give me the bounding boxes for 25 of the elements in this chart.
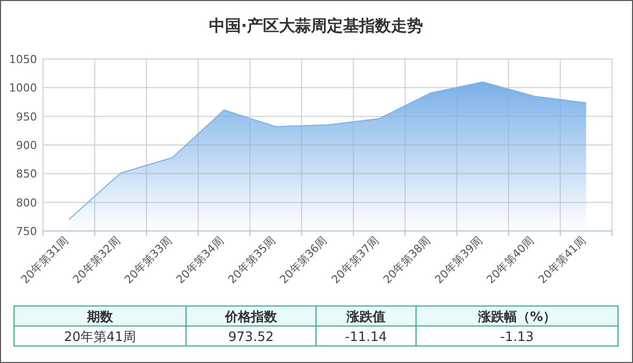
y-tick-label: 850: [16, 168, 37, 181]
y-tick-label: 1000: [9, 82, 37, 95]
y-tick-label: 950: [16, 110, 37, 124]
text: 价格指数: [224, 310, 278, 325]
x-tick-label: 20年第32周: [70, 234, 123, 286]
text: 973.52: [228, 330, 274, 345]
x-tick-label: 20年第34周: [174, 234, 226, 286]
text: -11.14: [345, 330, 387, 345]
x-tick-label: 20年第37周: [329, 234, 382, 286]
chart-title: 中国·产区大蒜周定基指数走势: [208, 16, 424, 35]
text: 涨跌值: [346, 310, 386, 325]
x-tick-label: 20年第41周: [536, 234, 588, 286]
x-tick-label: 20年第33周: [122, 234, 174, 286]
x-tick-label: 20年第39周: [432, 234, 485, 286]
text: 涨跌幅（%）: [476, 310, 556, 325]
text: 20年第41周: [64, 330, 136, 345]
x-tick-label: 20年第40周: [484, 234, 537, 286]
y-tick-label: 900: [16, 139, 37, 152]
x-tick-label: 20年第35周: [226, 234, 278, 286]
y-tick-label: 1050: [9, 53, 37, 66]
text: -1.13: [500, 330, 534, 345]
x-tick-label: 20年第36周: [277, 234, 330, 286]
x-tick-label: 20年第38周: [380, 234, 434, 286]
text: 期数: [86, 310, 114, 325]
y-tick-label: 800: [16, 196, 37, 210]
